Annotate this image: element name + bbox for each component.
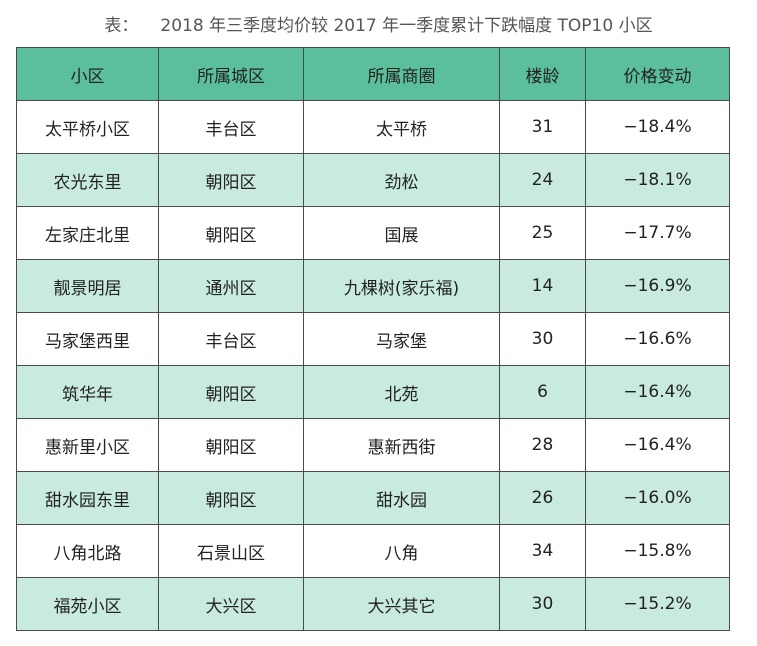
cell-district: 通州区 (158, 259, 304, 313)
table-row: 靓景明居 通州区 九棵树(家乐福) 14 −16.9% (16, 259, 730, 313)
table-row: 甜水园东里 朝阳区 甜水园 26 −16.0% (16, 471, 730, 525)
table-row: 福苑小区 大兴区 大兴其它 30 −15.2% (16, 577, 730, 631)
cell-building-age: 6 (499, 365, 586, 419)
cell-community: 太平桥小区 (16, 100, 159, 154)
cell-business-area: 大兴其它 (303, 577, 500, 631)
cell-price-change: −16.4% (585, 418, 730, 472)
cell-business-area: 马家堡 (303, 312, 500, 366)
cell-price-change: −15.2% (585, 577, 730, 631)
header-business-area: 所属商圈 (303, 47, 500, 101)
cell-district: 朝阳区 (158, 153, 304, 207)
cell-business-area: 劲松 (303, 153, 500, 207)
table-header: 小区 所属城区 所属商圈 楼龄 价格变动 (16, 47, 730, 101)
cell-business-area: 国展 (303, 206, 500, 260)
cell-community: 筑华年 (16, 365, 159, 419)
cell-building-age: 26 (499, 471, 586, 525)
header-community: 小区 (16, 47, 159, 101)
cell-district: 丰台区 (158, 100, 304, 154)
cell-business-area: 北苑 (303, 365, 500, 419)
table-caption: 表： 2018 年三季度均价较 2017 年一季度累计下跌幅度 TOP10 小区 (0, 0, 757, 46)
header-row: 小区 所属城区 所属商圈 楼龄 价格变动 (16, 47, 730, 101)
cell-district: 石景山区 (158, 524, 304, 578)
cell-district: 朝阳区 (158, 471, 304, 525)
cell-building-age: 31 (499, 100, 586, 154)
cell-business-area: 太平桥 (303, 100, 500, 154)
cell-price-change: −16.4% (585, 365, 730, 419)
cell-building-age: 25 (499, 206, 586, 260)
cell-business-area: 九棵树(家乐福) (303, 259, 500, 313)
cell-district: 朝阳区 (158, 206, 304, 260)
cell-community: 左家庄北里 (16, 206, 159, 260)
caption-prefix: 表： (104, 15, 139, 36)
table-row: 八角北路 石景山区 八角 34 −15.8% (16, 524, 730, 578)
table-body: 太平桥小区 丰台区 太平桥 31 −18.4% 农光东里 朝阳区 劲松 24 −18.1% 左家庄北… (16, 100, 730, 631)
cell-price-change: −15.8% (585, 524, 730, 578)
cell-business-area: 甜水园 (303, 471, 500, 525)
cell-price-change: −16.9% (585, 259, 730, 313)
cell-building-age: 34 (499, 524, 586, 578)
cell-district: 朝阳区 (158, 365, 304, 419)
table-row: 太平桥小区 丰台区 太平桥 31 −18.4% (16, 100, 730, 154)
cell-building-age: 14 (499, 259, 586, 313)
cell-price-change: −16.6% (585, 312, 730, 366)
cell-price-change: −18.4% (585, 100, 730, 154)
cell-building-age: 30 (499, 577, 586, 631)
table-row: 马家堡西里 丰台区 马家堡 30 −16.6% (16, 312, 730, 366)
table-row: 筑华年 朝阳区 北苑 6 −16.4% (16, 365, 730, 419)
cell-building-age: 24 (499, 153, 586, 207)
cell-district: 丰台区 (158, 312, 304, 366)
cell-price-change: −18.1% (585, 153, 730, 207)
cell-district: 朝阳区 (158, 418, 304, 472)
cell-community: 八角北路 (16, 524, 159, 578)
cell-community: 农光东里 (16, 153, 159, 207)
cell-building-age: 28 (499, 418, 586, 472)
cell-community: 甜水园东里 (16, 471, 159, 525)
cell-building-age: 30 (499, 312, 586, 366)
table-row: 农光东里 朝阳区 劲松 24 −18.1% (16, 153, 730, 207)
price-drop-table: 小区 所属城区 所属商圈 楼龄 价格变动 太平桥小区 丰台区 太平桥 31 −18.4%… (16, 47, 730, 631)
header-district: 所属城区 (158, 47, 304, 101)
cell-community: 惠新里小区 (16, 418, 159, 472)
cell-community: 靓景明居 (16, 259, 159, 313)
cell-business-area: 八角 (303, 524, 500, 578)
cell-business-area: 惠新西街 (303, 418, 500, 472)
header-building-age: 楼龄 (499, 47, 586, 101)
cell-price-change: −17.7% (585, 206, 730, 260)
header-price-change: 价格变动 (585, 47, 730, 101)
table-row: 惠新里小区 朝阳区 惠新西街 28 −16.4% (16, 418, 730, 472)
caption-title: 2018 年三季度均价较 2017 年一季度累计下跌幅度 TOP10 小区 (160, 15, 653, 36)
cell-price-change: −16.0% (585, 471, 730, 525)
table-row: 左家庄北里 朝阳区 国展 25 −17.7% (16, 206, 730, 260)
cell-district: 大兴区 (158, 577, 304, 631)
cell-community: 马家堡西里 (16, 312, 159, 366)
cell-community: 福苑小区 (16, 577, 159, 631)
